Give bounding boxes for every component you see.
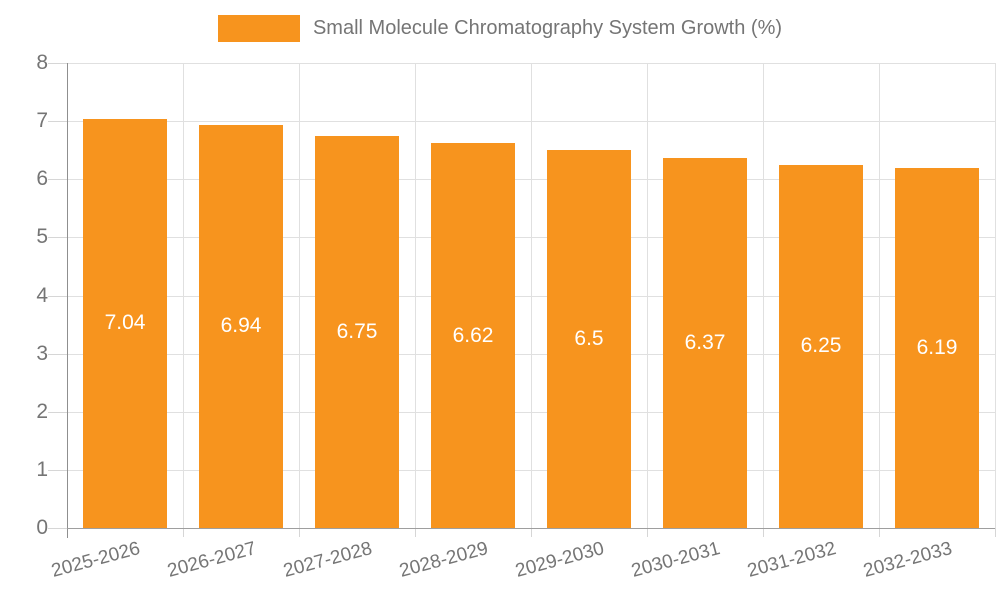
x-tick-mark: [531, 528, 532, 537]
gridline: [415, 63, 416, 528]
y-tick-mark: [48, 411, 67, 413]
bar-value-label: 7.04: [104, 311, 146, 335]
x-tick-mark: [647, 528, 648, 537]
y-axis-line: [67, 63, 68, 538]
legend-swatch: [217, 15, 300, 42]
y-tick-label: 5: [36, 225, 48, 249]
bar-value-label: 6.94: [220, 314, 262, 338]
y-tick-mark: [48, 295, 67, 297]
bar[interactable]: 6.75: [315, 135, 399, 528]
y-tick-label: 8: [36, 51, 48, 74]
x-axis-line: [67, 528, 995, 529]
bar[interactable]: 6.37: [663, 157, 747, 528]
y-tick-mark: [48, 121, 67, 123]
bar[interactable]: 6.19: [895, 168, 979, 528]
x-tick-label: 2027-2028: [281, 538, 375, 582]
y-tick-mark: [48, 353, 67, 355]
x-tick-label: 2031-2032: [745, 538, 839, 582]
bar[interactable]: 6.25: [779, 164, 863, 528]
y-tick-label: 0: [36, 516, 48, 539]
bar[interactable]: 6.62: [431, 143, 515, 528]
gridline: [183, 63, 184, 528]
x-tick-label: 2032-2033: [861, 538, 955, 582]
x-tick-mark: [183, 528, 184, 537]
bar-value-label: 6.25: [800, 334, 842, 358]
bar[interactable]: 6.94: [199, 124, 283, 528]
bar-value-label: 6.19: [916, 336, 958, 360]
y-tick-label: 3: [36, 341, 48, 365]
y-tick-mark: [48, 528, 67, 529]
legend[interactable]: Small Molecule Chromatography System Gro…: [0, 15, 1000, 42]
y-tick-mark: [48, 179, 67, 181]
gridline: [647, 63, 648, 528]
y-tick-label: 1: [36, 457, 48, 481]
x-tick-label: 2028-2029: [397, 538, 491, 582]
x-tick-label: 2026-2027: [165, 538, 259, 582]
bar-value-label: 6.37: [684, 330, 726, 354]
x-tick-mark: [995, 528, 996, 537]
bar-value-label: 6.75: [336, 319, 378, 343]
gridline: [879, 63, 880, 528]
y-tick-label: 4: [36, 283, 48, 307]
x-tick-mark: [879, 528, 880, 537]
x-tick-mark: [299, 528, 300, 537]
x-tick-label: 2029-2030: [513, 538, 607, 582]
x-tick-mark: [763, 528, 764, 537]
y-tick-label: 7: [36, 109, 48, 133]
bar[interactable]: 6.5: [547, 150, 631, 528]
x-tick-label: 2030-2031: [629, 538, 723, 582]
y-tick-label: 6: [36, 167, 48, 191]
gridline: [299, 63, 300, 528]
gridline: [995, 63, 996, 528]
bar-value-label: 6.62: [452, 323, 494, 347]
gridline: [531, 63, 532, 528]
bar-value-label: 6.5: [574, 327, 604, 351]
y-tick-mark: [48, 63, 67, 64]
x-tick-mark: [415, 528, 416, 537]
y-tick-mark: [48, 469, 67, 471]
y-tick-mark: [48, 237, 67, 239]
legend-label: Small Molecule Chromatography System Gro…: [312, 17, 783, 39]
bar[interactable]: 7.04: [83, 118, 167, 528]
gridline: [763, 63, 764, 528]
y-tick-label: 2: [36, 399, 48, 423]
x-tick-label: 2025-2026: [49, 538, 143, 582]
